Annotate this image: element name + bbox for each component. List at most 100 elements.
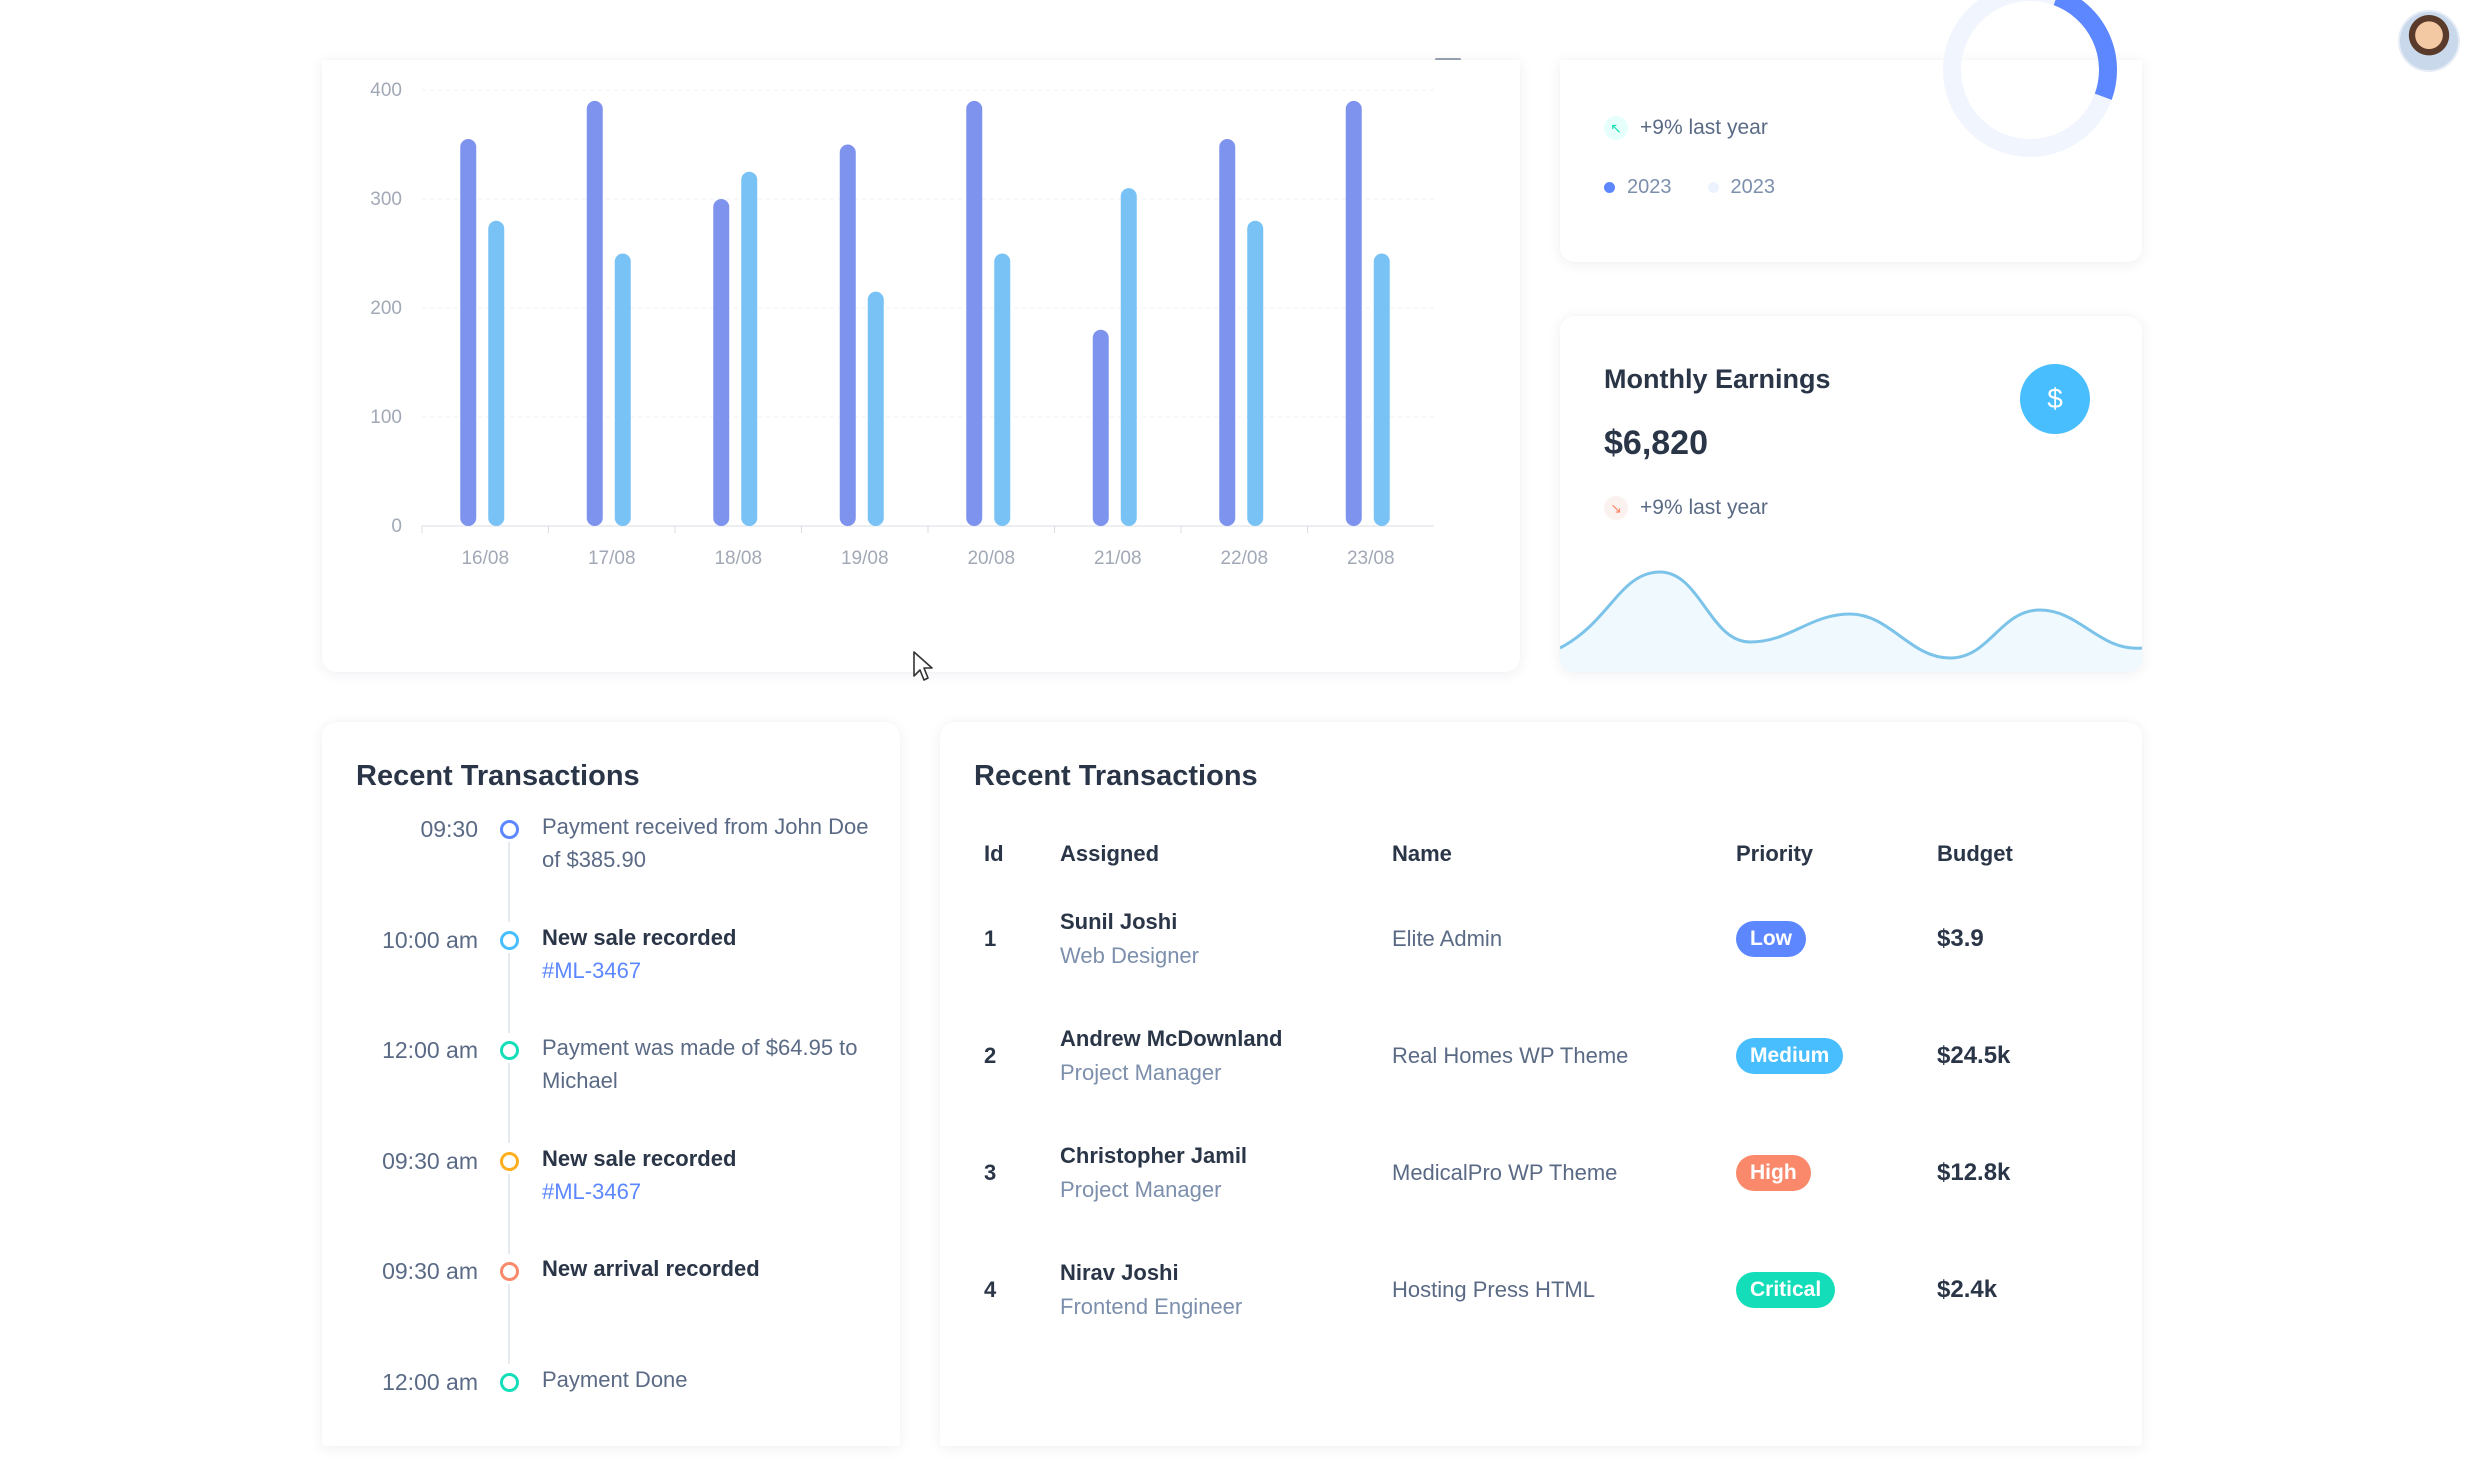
- bar-series-1[interactable]: [460, 139, 477, 527]
- priority-badge: Medium: [1736, 1037, 1844, 1074]
- project-name: Hosting Press HTML: [1392, 1276, 1595, 1302]
- y-tick-label: 400: [370, 80, 402, 101]
- timeline-description: New arrival recorded: [542, 1256, 760, 1282]
- timeline-item: 10:00 am New sale recorded #ML-3467: [322, 921, 900, 1033]
- timeline-title: Recent Transactions: [356, 760, 640, 792]
- x-tick-label: 16/08: [461, 548, 509, 569]
- assignee-name: Sunil Joshi: [1060, 908, 1178, 934]
- timeline-dot-icon: [500, 820, 519, 839]
- yearly-legend: 2023 2023: [1604, 176, 1775, 199]
- bar-series-2[interactable]: [741, 171, 758, 526]
- bar-series-1[interactable]: [839, 144, 856, 527]
- timeline-link[interactable]: #ML-3467: [542, 957, 642, 983]
- bar-series-2[interactable]: [488, 220, 505, 527]
- x-tick-label: 18/08: [714, 548, 762, 569]
- x-tick-label: 22/08: [1220, 548, 1268, 569]
- legend-dot-icon: [1604, 182, 1615, 193]
- timeline-description: Payment received from John Doe of $385.9…: [542, 814, 869, 872]
- dollar-symbol: $: [2047, 383, 2063, 414]
- recent-transactions-table-card: Recent Transactions Id Assigned Name Pri…: [940, 722, 2142, 1446]
- timeline-dot-icon: [500, 930, 519, 950]
- priority-badge: Low: [1736, 920, 1806, 957]
- timeline-item: 09:30 am New sale recorded #ML-3467: [322, 1142, 900, 1254]
- bar-chart: 0 100 200 300 400 16/08 17/08 18/08 19/08 20/08 21…: [370, 80, 1434, 569]
- earnings-title: Monthly Earnings: [1604, 364, 1831, 394]
- project-name: Elite Admin: [1392, 925, 1503, 951]
- bar-series-2[interactable]: [614, 253, 631, 527]
- timeline-dot-icon: [500, 1151, 519, 1171]
- timeline-connector: [508, 1284, 510, 1365]
- bar-series-2[interactable]: [867, 291, 884, 526]
- assignee-name: Nirav Joshi: [1060, 1259, 1179, 1285]
- cell-id: 2: [984, 1042, 997, 1068]
- timeline-time: 09:30: [420, 816, 478, 842]
- timeline-item: 09:30 Payment received from John Doe of $…: [322, 810, 900, 922]
- timeline-time: 09:30 am: [382, 1258, 478, 1285]
- earnings-sparkline: [1560, 570, 2142, 672]
- timeline-dot-icon: [500, 1041, 519, 1061]
- timeline-connector: [508, 842, 510, 922]
- assignee-name: Andrew McDownland: [1060, 1025, 1283, 1051]
- header-priority[interactable]: Priority: [1736, 841, 1814, 866]
- donut-arc: [2053, 0, 2117, 100]
- timeline-text: Payment was made of $64.95 to Michael: [542, 1031, 872, 1097]
- sales-overview-card: 0 100 200 300 400 16/08 17/08 18/08 19/08 20/08 21…: [322, 60, 1520, 672]
- recent-transactions-timeline-card: Recent Transactions 09:30 Payment receive…: [322, 722, 900, 1446]
- assignee-role: Project Manager: [1060, 1176, 1222, 1202]
- arrow-up-left-icon: ↖: [1604, 116, 1628, 140]
- bar-series-1[interactable]: [966, 100, 983, 527]
- table-row[interactable]: 4 Nirav Joshi Frontend Engineer Hosting Pre…: [974, 1231, 2087, 1348]
- timeline-item: 09:30 am New arrival recorded: [322, 1252, 900, 1365]
- cell-id: 1: [984, 925, 997, 951]
- bar-series-2[interactable]: [994, 253, 1011, 527]
- assignee-role: Frontend Engineer: [1060, 1293, 1243, 1319]
- header-budget[interactable]: Budget: [1937, 841, 2013, 866]
- legend-label: 2023: [1627, 176, 1672, 198]
- bar-series-2[interactable]: [1247, 220, 1264, 527]
- y-tick-label: 0: [391, 516, 402, 537]
- table-row[interactable]: 1 Sunil Joshi Web Designer Elite Admin Low $3…: [974, 880, 2087, 997]
- yearly-trend: ↖ +9% last year: [1604, 116, 1768, 140]
- bar-series-2[interactable]: [1373, 253, 1390, 527]
- header-assigned[interactable]: Assigned: [1060, 841, 1160, 866]
- priority-badge: Critical: [1736, 1271, 1836, 1308]
- x-tick-label: 20/08: [967, 548, 1015, 569]
- timeline-text: New sale recorded #ML-3467: [542, 1142, 872, 1208]
- timeline-connector: [508, 952, 510, 1033]
- earnings-value: $6,820: [1604, 424, 1708, 462]
- cell-id: 4: [984, 1276, 997, 1302]
- timeline-dot-icon: [500, 1262, 519, 1282]
- x-tick-label: 19/08: [841, 548, 889, 569]
- yearly-trend-text: +9% last year: [1640, 116, 1768, 139]
- bar-series-1[interactable]: [1345, 100, 1362, 527]
- x-tick-label: 17/08: [588, 548, 636, 569]
- bar-series-1[interactable]: [586, 100, 603, 527]
- timeline-description: Payment Done: [542, 1367, 688, 1392]
- user-avatar[interactable]: [2398, 10, 2460, 72]
- earnings-trend-text: +9% last year: [1640, 496, 1768, 519]
- x-tick-label: 23/08: [1347, 548, 1395, 569]
- table-title: Recent Transactions: [974, 760, 1258, 792]
- timeline-description: Payment was made of $64.95 to Michael: [542, 1035, 858, 1094]
- bar-series-1[interactable]: [713, 199, 730, 526]
- timeline-text: Payment received from John Doe of $385.9…: [542, 810, 872, 876]
- priority-badge: High: [1736, 1154, 1811, 1191]
- monthly-earnings-card: Monthly Earnings $6,820 $ ↘ +9% last yea…: [1560, 316, 2142, 672]
- timeline-connector: [508, 1173, 510, 1254]
- timeline-time: 12:00 am: [382, 1037, 478, 1064]
- header-name[interactable]: Name: [1392, 841, 1452, 866]
- table-row[interactable]: 3 Christopher Jamil Project Manager Medical…: [974, 1114, 2087, 1231]
- timeline-time: 12:00 am: [382, 1369, 478, 1395]
- y-tick-label: 300: [370, 189, 402, 210]
- bar-series-2[interactable]: [1120, 188, 1137, 526]
- bar-series-1[interactable]: [1092, 329, 1109, 526]
- timeline-link[interactable]: #ML-3467: [542, 1178, 642, 1204]
- dollar-icon: $: [2020, 364, 2090, 434]
- bar-series-1[interactable]: [1219, 139, 1236, 527]
- timeline-time: 10:00 am: [382, 926, 478, 953]
- assignee-role: Web Designer: [1060, 942, 1199, 968]
- header-id[interactable]: Id: [984, 841, 1004, 866]
- yearly-breakup-card: ↖ +9% last year 2023 2023: [1560, 0, 2142, 262]
- yearly-donut-chart: [1943, 0, 2117, 157]
- table-row[interactable]: 2 Andrew McDownland Project Manager Real Ho…: [974, 997, 2087, 1114]
